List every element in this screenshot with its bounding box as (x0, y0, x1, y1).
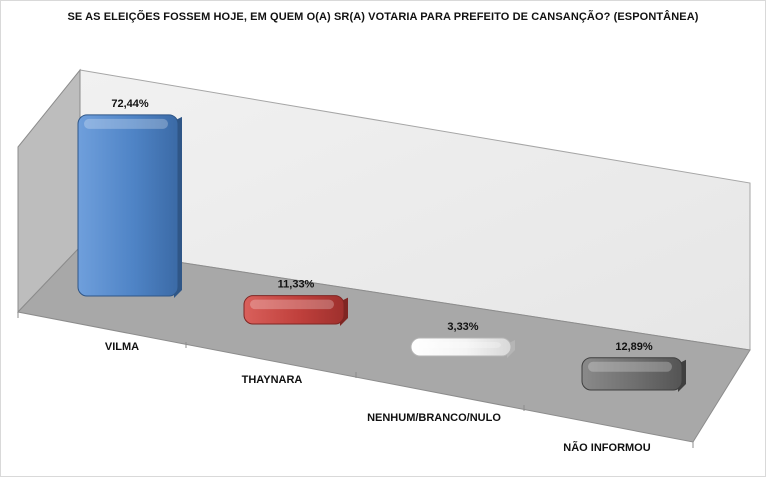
bar-nenhum-branco-nulo (410, 337, 512, 357)
bar-vilma (77, 114, 179, 297)
chart-title: SE AS ELEIÇÕES FOSSEM HOJE, EM QUEM O(A)… (67, 11, 699, 23)
category-label-nenhum-branco-nulo: NENHUM/BRANCO/NULO (367, 412, 501, 424)
chart-floor (17, 246, 751, 443)
bar-highlight-thaynara (250, 299, 334, 310)
data-label-vilma: 72,44% (111, 98, 149, 110)
bar-highlight-nenhum-branco-nulo (417, 342, 501, 348)
data-label-thaynara: 11,33% (278, 279, 315, 291)
bar-highlight-nao-informou (588, 361, 672, 372)
data-label-nenhum-branco-nulo: 3,33% (447, 321, 478, 333)
bar-thaynara (243, 295, 345, 325)
category-label-thaynara: THAYNARA (242, 374, 303, 386)
data-label-nao-informou: 12,89% (615, 341, 653, 353)
category-label-nao-informou: NÃO INFORMOU (563, 441, 650, 454)
category-label-vilma: VILMA (105, 341, 139, 353)
bars-group (77, 114, 686, 392)
labels-group: 72,44% VILMA 11,33% THAYNARA 3,33% NENHUM/BRA… (105, 98, 653, 454)
bar-highlight-vilma (84, 118, 168, 129)
bar-nao-informou (581, 357, 683, 391)
